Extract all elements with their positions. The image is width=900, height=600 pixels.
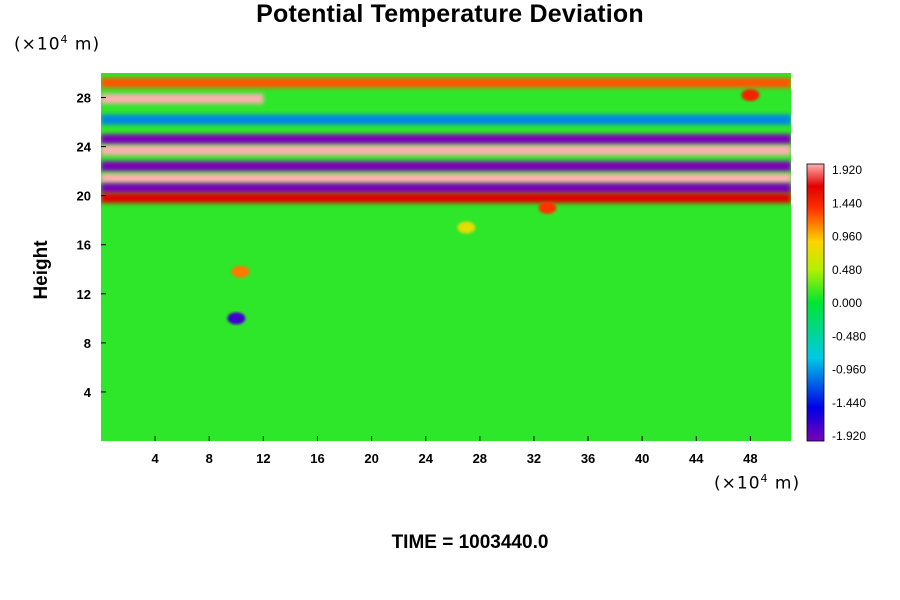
feature-1 <box>231 265 250 278</box>
feature-3 <box>538 201 557 214</box>
y-axis-units: (×104 m) <box>14 33 100 55</box>
band-7 <box>101 183 791 194</box>
colorbar-tick-label-1: 1.440 <box>832 196 862 210</box>
band-6 <box>101 173 791 184</box>
feature-0 <box>227 312 246 325</box>
chart-title: Potential Temperature Deviation <box>256 0 644 28</box>
band-8 <box>101 193 791 204</box>
x-tick-label-1: 8 <box>206 451 213 466</box>
band-4 <box>101 145 791 156</box>
x-axis-units: (×104 m) <box>714 472 800 494</box>
band-5 <box>101 161 791 172</box>
x-tick-label-5: 24 <box>418 451 433 466</box>
y-units-suffix: m) <box>68 34 101 55</box>
x-tick-label-2: 12 <box>256 451 270 466</box>
colorbar-tick-label-7: -1.440 <box>832 396 866 410</box>
y-units-exponent: 4 <box>60 33 69 46</box>
colorbar-tick-label-0: 1.920 <box>832 163 862 177</box>
colorbar-tick-label-4: 0.000 <box>832 296 862 310</box>
colorbar-tick-label-5: -0.480 <box>832 329 866 343</box>
y-tick-label-5: 24 <box>77 140 92 155</box>
colorbar-tick-label-8: -1.920 <box>832 429 866 443</box>
y-tick-label-6: 28 <box>77 91 91 106</box>
band-2 <box>101 114 791 125</box>
x-units-exponent: 4 <box>760 472 769 485</box>
colorbar-rect <box>806 163 825 442</box>
y-tick-label-3: 16 <box>77 238 91 253</box>
plot-background <box>101 73 791 441</box>
x-tick-label-4: 20 <box>364 451 378 466</box>
x-units-suffix: m) <box>768 473 801 494</box>
band-3 <box>101 134 791 145</box>
y-tick-label-2: 12 <box>77 287 91 302</box>
x-tick-label-6: 28 <box>473 451 487 466</box>
x-tick-label-9: 40 <box>635 451 649 466</box>
colorbar-tick-label-6: -0.960 <box>832 363 866 377</box>
band-0 <box>101 77 791 88</box>
x-tick-label-3: 16 <box>310 451 324 466</box>
x-tick-label-10: 44 <box>689 451 704 466</box>
y-tick-label-0: 4 <box>84 385 92 400</box>
x-tick-label-8: 36 <box>581 451 595 466</box>
y-tick-label-4: 20 <box>77 189 91 204</box>
colorbar-tick-label-3: 0.480 <box>832 263 862 277</box>
feature-4 <box>741 89 760 102</box>
x-tick-label-0: 4 <box>152 451 160 466</box>
x-tick-label-7: 32 <box>527 451 541 466</box>
colorbar-tick-label-2: 0.960 <box>832 230 862 244</box>
x-units-prefix: (×10 <box>714 473 761 494</box>
feature-2 <box>457 221 476 234</box>
y-tick-label-1: 8 <box>84 336 91 351</box>
time-label: TIME = 1003440.0 <box>391 532 549 553</box>
y-units-prefix: (×10 <box>14 34 61 55</box>
band-1 <box>101 93 264 104</box>
x-tick-label-11: 48 <box>743 451 757 466</box>
